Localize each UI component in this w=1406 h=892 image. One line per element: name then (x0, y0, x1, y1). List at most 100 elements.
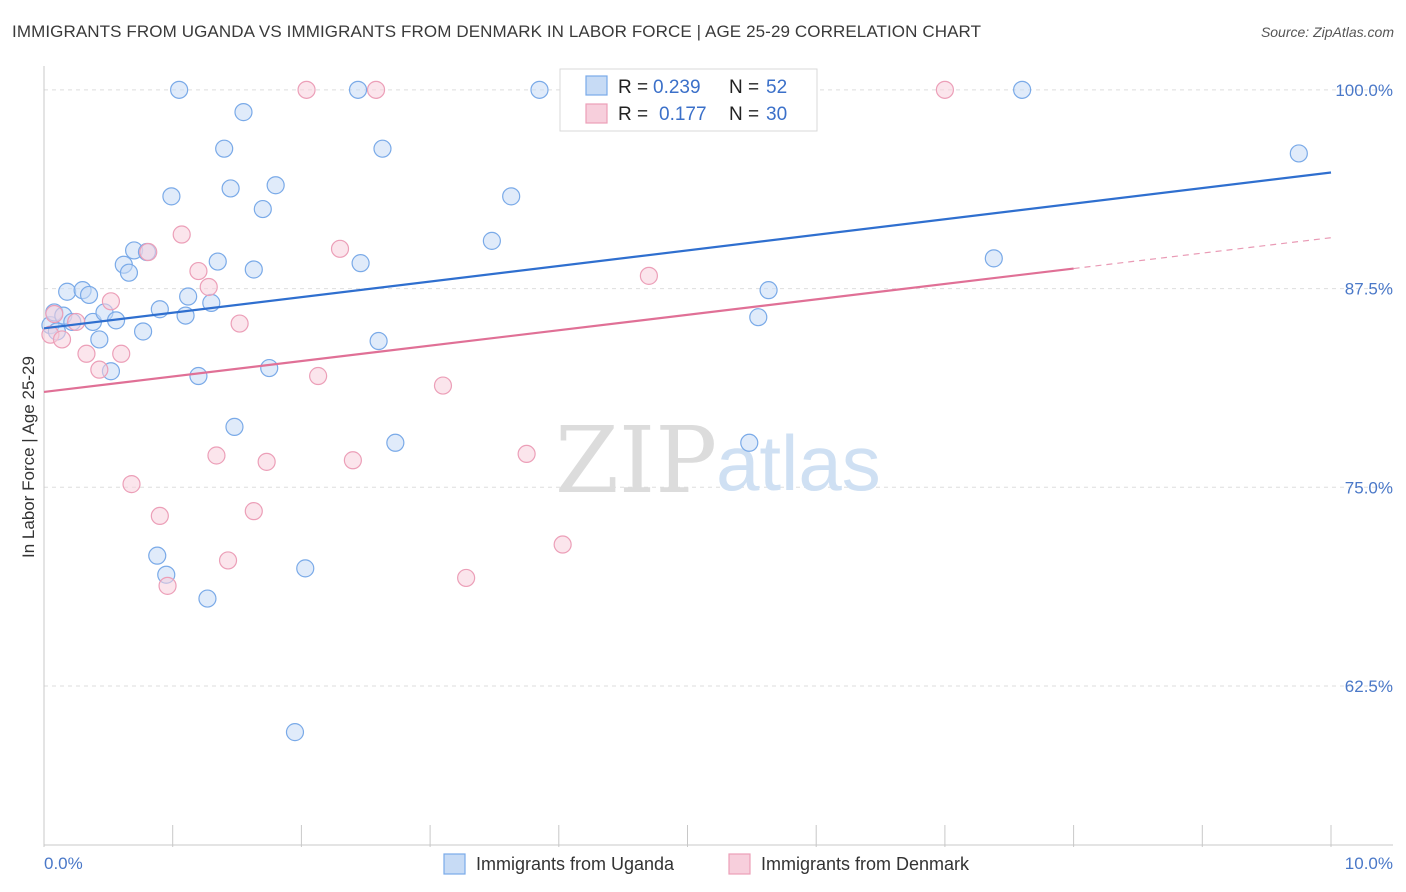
point-denmark (309, 366, 328, 386)
point-denmark (199, 277, 218, 297)
point-uganda (162, 187, 181, 206)
point-uganda (58, 282, 77, 301)
point-denmark (935, 80, 955, 99)
point-denmark (366, 80, 386, 99)
series-legend: Immigrants from Uganda Immigrants from D… (443, 853, 970, 875)
point-uganda (253, 199, 272, 219)
point-denmark (230, 314, 249, 333)
trend-lines (43, 171, 1332, 394)
point-denmark (553, 535, 572, 554)
point-denmark (517, 444, 536, 464)
point-denmark (52, 330, 72, 349)
legend-label-denmark: Immigrants from Denmark (761, 854, 970, 874)
axes (43, 66, 1393, 847)
point-uganda (502, 187, 521, 206)
point-denmark (330, 239, 350, 258)
point-uganda (234, 103, 253, 122)
point-uganda (749, 308, 768, 327)
point-uganda (198, 589, 217, 608)
y-tick-label: 62.5% (1345, 677, 1393, 696)
trend-line-uganda (43, 171, 1332, 330)
point-uganda (244, 260, 263, 279)
point-denmark (218, 551, 238, 570)
y-tick-label: 100.0% (1335, 81, 1393, 100)
point-denmark (77, 344, 96, 363)
point-denmark (433, 376, 453, 395)
stats-n-label-uganda: N = (729, 77, 759, 98)
point-uganda (133, 322, 153, 341)
point-uganda (296, 559, 315, 578)
point-uganda (221, 179, 240, 198)
point-uganda (285, 723, 305, 742)
trend-line-denmark-extension (1073, 237, 1332, 270)
stats-r-value-uganda: 0.239 (653, 77, 701, 98)
chart-title: IMMIGRANTS FROM UGANDA VS IMMIGRANTS FRO… (12, 22, 982, 41)
point-uganda (90, 330, 109, 349)
point-uganda (984, 249, 1003, 268)
point-uganda (386, 433, 405, 452)
point-denmark (67, 312, 86, 332)
legend-swatch-uganda (443, 853, 466, 875)
y-axis-label: In Labor Force | Age 25-29 (19, 356, 38, 558)
stats-swatch-denmark (585, 103, 608, 124)
data-points (41, 80, 1308, 742)
stats-legend: R = 0.239 N = 52 R = 0.177 N = 30 (559, 68, 818, 132)
gridlines (44, 89, 1393, 687)
point-uganda (260, 358, 279, 378)
point-denmark (45, 304, 64, 324)
point-uganda (351, 254, 370, 273)
point-uganda (1289, 144, 1308, 163)
y-tick-label: 75.0% (1345, 478, 1393, 497)
point-uganda (225, 417, 244, 436)
point-denmark (343, 451, 362, 470)
point-denmark (189, 261, 208, 281)
stats-swatch-uganda (585, 75, 608, 96)
point-denmark (207, 446, 226, 465)
point-denmark (297, 80, 316, 99)
stats-r-value-denmark: 0.177 (659, 104, 707, 125)
point-uganda (148, 546, 167, 565)
point-uganda (208, 252, 227, 271)
point-denmark (112, 344, 131, 363)
point-uganda (215, 139, 234, 158)
point-denmark (257, 452, 276, 471)
point-uganda (348, 80, 368, 99)
point-denmark (457, 568, 476, 588)
stats-r-label-uganda: R = (618, 77, 648, 98)
point-uganda (482, 231, 501, 250)
y-tick-label: 87.5% (1345, 280, 1393, 299)
trend-line-denmark (43, 267, 1074, 394)
point-denmark (150, 506, 169, 526)
point-uganda (759, 281, 778, 300)
point-denmark (158, 576, 177, 595)
point-uganda (119, 263, 139, 282)
point-denmark (90, 360, 109, 379)
x-tick-label-right: 10.0% (1345, 854, 1393, 873)
point-denmark (139, 242, 158, 262)
watermark-atlas: atlas (716, 419, 881, 507)
point-uganda (1013, 80, 1032, 99)
y-tick-labels: 100.0% 87.5% 75.0% 62.5% (1335, 81, 1393, 696)
point-denmark (172, 225, 191, 244)
point-uganda (740, 433, 759, 452)
chart-source: Source: ZipAtlas.com (1260, 24, 1394, 40)
point-denmark (639, 266, 658, 285)
point-uganda (530, 80, 549, 99)
point-uganda (266, 176, 285, 195)
x-tick-label-left: 0.0% (44, 854, 83, 873)
point-uganda (170, 80, 189, 99)
legend-swatch-denmark (728, 853, 751, 875)
watermark: ZIP atlas (555, 407, 881, 514)
point-uganda (189, 366, 208, 386)
point-denmark (122, 475, 141, 494)
stats-r-label-denmark: R = (618, 104, 648, 125)
point-denmark (244, 502, 263, 521)
legend-label-uganda: Immigrants from Uganda (476, 854, 675, 874)
point-uganda (179, 287, 198, 306)
point-denmark (101, 292, 121, 311)
point-uganda (373, 139, 392, 158)
point-uganda (79, 285, 99, 305)
stats-n-label-denmark: N = (729, 104, 759, 125)
stats-n-value-denmark: 30 (766, 104, 787, 125)
